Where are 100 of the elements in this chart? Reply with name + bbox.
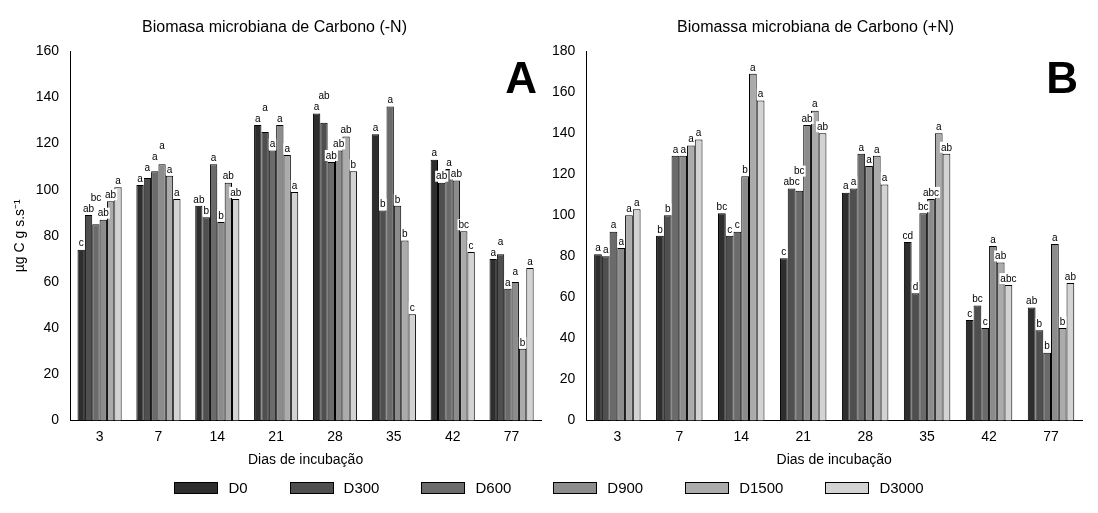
data-label: a (269, 138, 276, 150)
data-label: bc (972, 293, 983, 305)
data-label: a (610, 219, 617, 231)
x-tick-label: 28 (857, 427, 874, 444)
data-label: a (935, 120, 942, 132)
data-label: a (115, 175, 122, 187)
data-label: c (409, 302, 415, 314)
data-label: ab (333, 138, 345, 150)
data-label: a (151, 150, 158, 162)
x-tick-label: 42 (981, 427, 998, 444)
data-label: b (742, 164, 749, 176)
y-axis-title: µg C g s.s⁻¹ (11, 198, 28, 273)
data-label: a (990, 233, 997, 245)
data-label: bc (716, 200, 728, 212)
y-tick-label: 0 (51, 411, 60, 428)
data-label: a (159, 139, 166, 151)
x-tick-label: 77 (503, 427, 520, 444)
data-label: c (982, 315, 988, 327)
x-tick-label: 7 (154, 427, 163, 444)
data-label: a (262, 101, 269, 113)
data-label: a (284, 142, 291, 154)
data-label: ab (222, 170, 235, 182)
data-label: a (858, 141, 865, 153)
data-label: ab (1064, 270, 1077, 282)
data-label: ab (97, 207, 110, 219)
y-tick-label: 160 (552, 83, 576, 100)
data-label: c (734, 219, 740, 231)
y-tick-label: 80 (559, 247, 576, 264)
data-label: a (490, 246, 497, 258)
data-label: a (277, 112, 284, 124)
data-label: a (446, 156, 453, 168)
data-label: c (781, 246, 787, 258)
data-label: ab (82, 202, 95, 214)
data-label: b (218, 209, 225, 221)
x-tick-label: 28 (327, 427, 343, 444)
y-tick-label: 160 (35, 42, 60, 59)
data-label: abc (1000, 272, 1017, 284)
x-tick-label: 14 (209, 427, 226, 444)
data-label: bc (458, 218, 470, 230)
y-tick-label: 80 (43, 226, 60, 243)
data-label: a (527, 255, 534, 267)
y-tick-label: 140 (552, 124, 576, 141)
annotation: B (1046, 53, 1078, 103)
data-label: c (78, 237, 84, 249)
data-label: c (727, 223, 733, 235)
data-label: a (595, 242, 602, 254)
y-tick-label: 0 (567, 411, 576, 428)
data-label: b (1044, 340, 1051, 352)
data-label: ab (801, 112, 814, 124)
data-label: a (254, 112, 261, 124)
data-label: ab (325, 149, 338, 161)
y-tick-label: 40 (559, 329, 576, 346)
data-label: ab (450, 168, 463, 180)
x-tick-label: 21 (268, 427, 285, 444)
legend-label: D900 (607, 479, 644, 496)
legend-label: D3000 (879, 479, 924, 496)
y-tick-label: 120 (552, 165, 576, 182)
data-label: a (1052, 231, 1059, 243)
x-axis-title: Dias de incubação (247, 451, 364, 468)
annotation: A (505, 53, 537, 103)
data-label: a (313, 101, 320, 113)
data-label: a (688, 133, 695, 145)
data-label: c (967, 307, 973, 319)
x-tick-label: 42 (444, 427, 461, 444)
x-tick-label: 7 (675, 427, 684, 444)
x-tick-label: 77 (1043, 427, 1060, 444)
data-label: ab (940, 141, 953, 153)
data-label: b (1036, 317, 1043, 329)
legend-label: D1500 (739, 479, 784, 496)
data-label: bc (90, 191, 102, 203)
data-label: a (497, 235, 504, 247)
data-label: bc (917, 200, 929, 212)
x-tick-label: 35 (919, 427, 936, 444)
data-label: b (402, 228, 409, 240)
y-tick-label: 40 (43, 318, 60, 335)
data-label: d (912, 280, 919, 292)
data-label: a (881, 172, 888, 184)
chart-title: Biomasa microbiana de Carbono (-N) (142, 18, 407, 36)
data-label: a (505, 276, 512, 288)
y-tick-label: 60 (43, 272, 60, 289)
data-label: a (144, 161, 151, 173)
data-label: bc (794, 165, 805, 177)
x-tick-label: 35 (386, 427, 402, 444)
data-label: a (387, 94, 394, 106)
x-axis-title: Dias de incubação (776, 451, 892, 468)
y-tick-label: 100 (35, 180, 60, 197)
data-label: b (657, 223, 664, 235)
data-label: a (137, 172, 144, 184)
data-label: abc (922, 186, 940, 198)
data-label: b (203, 205, 210, 217)
data-label: a (873, 143, 880, 155)
data-label: abc (783, 176, 800, 188)
data-label: ab (995, 250, 1007, 262)
y-tick-label: 20 (559, 370, 576, 387)
y-tick-label: 180 (552, 42, 576, 59)
legend-label: D300 (343, 479, 380, 496)
data-label: b (380, 198, 387, 210)
data-label: ab (193, 193, 205, 205)
data-label: a (850, 176, 857, 188)
data-label: a (680, 143, 687, 155)
